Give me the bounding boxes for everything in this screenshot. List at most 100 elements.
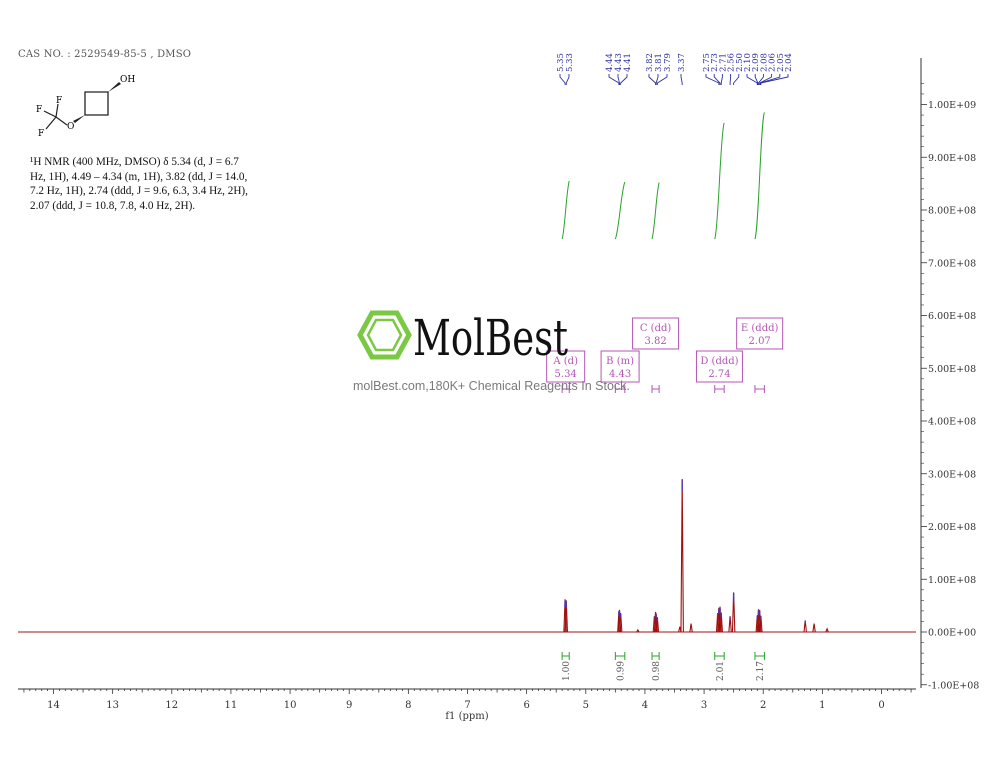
peak-pick-label: 2.04 (784, 53, 794, 72)
x-tick-label: 1 (819, 700, 825, 711)
multiplet-label: B (m) (606, 356, 634, 367)
spectrum-peak (655, 617, 660, 633)
integral-curve (614, 181, 626, 240)
spectrum-peak (636, 628, 640, 633)
multiplet-box (632, 317, 680, 350)
peak-pick-label: 2.09 (751, 53, 761, 72)
spectrum-peak (812, 623, 816, 633)
o-wedge-bond (73, 115, 85, 123)
multiplet-shift: 2.74 (708, 369, 730, 380)
peak-pick-label: 3.37 (677, 53, 687, 72)
peak-pick-label: 2.71 (718, 53, 728, 72)
cf-bond-top (55, 103, 59, 118)
nmr-description-line: 7.2 Hz, 1H), 2.74 (ddd, J = 9.6, 6.3, 3.… (30, 185, 248, 197)
logo-inner-hexagon-icon (366, 318, 403, 352)
x-tick-label: 0 (878, 700, 884, 711)
peak-pick-label: 3.82 (645, 53, 655, 72)
peak-pick-connector (754, 74, 759, 85)
peak-pick-label: 2.10 (743, 53, 753, 72)
y-tick-label: 2.00E+08 (928, 522, 976, 533)
x-tick-label: 5 (583, 700, 589, 711)
spectrum-peak (803, 620, 807, 633)
structure-drawing: OH O F F F (36, 75, 135, 139)
o-c-bond (55, 116, 68, 126)
integral-curve (651, 182, 660, 240)
peak-pick-label: 4.41 (623, 53, 633, 72)
x-tick-label: 12 (165, 700, 178, 711)
y-tick-label: 4.00E+08 (928, 417, 976, 428)
integral-curve (754, 112, 765, 240)
y-tick-label: 3.00E+08 (928, 469, 976, 480)
nmr-description-line: Hz, 1H), 4.49 – 4.34 (m, 1H), 3.82 (dd, … (30, 170, 248, 183)
multiplet-box (736, 317, 784, 350)
peak-pick-connector (760, 74, 789, 85)
x-tick-label: 6 (523, 700, 529, 711)
cf-bond-bottom (45, 116, 57, 130)
y-tick-label: 5.00E+08 (928, 364, 976, 375)
x-tick-label: 2 (760, 700, 766, 711)
peak-pick-label: 4.43 (614, 53, 624, 72)
peak-pick-label: 2.05 (776, 53, 786, 72)
peak-pick-label: 2.75 (702, 53, 712, 72)
x-tick-label: 11 (225, 700, 238, 711)
peak-pick-label: 3.81 (654, 53, 664, 72)
spectrum-peak (689, 623, 693, 633)
peak-pick-label: 2.56 (727, 53, 737, 72)
peak-pick-connector (617, 74, 620, 85)
integral-value: 2.17 (756, 661, 766, 681)
spectrum-peak (731, 592, 736, 633)
o-label: O (67, 122, 74, 132)
cyclobutane-ring (84, 91, 109, 116)
peak-pick-connector (655, 74, 659, 85)
spectrum-peak (759, 615, 763, 633)
multiplet-box (695, 350, 743, 383)
peak-pick-label: 5.35 (556, 53, 566, 72)
watermark-tagline: molBest.com,180K+ Chemical Reagents In S… (353, 379, 630, 393)
multiplet-shift: 5.34 (555, 369, 577, 380)
multiplet-box (600, 350, 640, 383)
peak-pick-connector (565, 74, 570, 85)
multiplet-shift: 2.07 (749, 336, 771, 347)
peak-pick-connector (733, 74, 740, 85)
x-tick-label: 8 (405, 700, 411, 711)
integral-value: 0.99 (617, 661, 627, 681)
peak-pick-connector (656, 74, 668, 85)
x-tick-label: 3 (701, 700, 707, 711)
x-tick-label: 13 (106, 700, 119, 711)
x-tick-label: 4 (642, 700, 648, 711)
x-tick-label: 7 (464, 700, 470, 711)
peak-pick-connector (620, 74, 628, 85)
f-label-bottom: F (38, 129, 44, 139)
multiplet-shift: 4.43 (609, 369, 631, 380)
multiplet-label: E (ddd) (741, 323, 779, 334)
y-tick-label: -1.00E+08 (928, 680, 979, 691)
integral-curve (561, 180, 570, 240)
y-tick-label: 7.00E+08 (928, 258, 976, 269)
x-tick-label: 14 (47, 700, 60, 711)
peak-pick-label: 2.50 (735, 53, 745, 72)
peak-pick-connector (759, 74, 781, 85)
cas-number: CAS NO. : 2529549-85-5 , DMSO (18, 49, 192, 60)
peak-pick-label: 4.44 (605, 53, 615, 72)
molbest-logo: MolBest (357, 309, 568, 365)
y-tick-label: 6.00E+08 (928, 311, 976, 322)
y-tick-label: 8.00E+08 (928, 206, 976, 217)
cf-bond-left (43, 110, 57, 118)
peak-pick-connector (648, 74, 657, 85)
nmr-description-line: ¹H NMR (400 MHz, DMSO) δ 5.34 (d, J = 6.… (30, 156, 239, 168)
peak-pick-connector (746, 74, 758, 85)
peak-pick-label: 2.08 (759, 53, 769, 72)
oh-label: OH (120, 75, 135, 85)
peak-pick-label: 5.33 (565, 53, 575, 72)
spectrum-peak (680, 479, 684, 633)
y-tick-label: 0.00E+00 (928, 628, 976, 639)
peak-pick-connector (758, 74, 764, 85)
multiplet-shift: 3.82 (644, 336, 666, 347)
spectrum-peak (618, 612, 623, 633)
spectrum-peak (719, 612, 723, 633)
f-label-top: F (56, 96, 62, 106)
peak-pick-connector (713, 74, 721, 85)
multiplet-label: D (ddd) (700, 356, 738, 367)
